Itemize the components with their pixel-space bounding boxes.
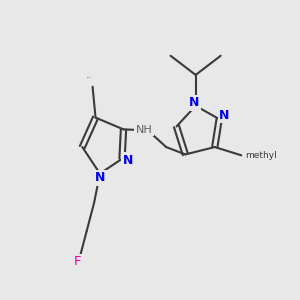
Text: methyl: methyl (245, 154, 250, 156)
Text: N: N (189, 96, 200, 110)
Text: N: N (123, 154, 133, 167)
Text: F: F (74, 255, 82, 268)
Text: N: N (219, 109, 230, 122)
Text: N: N (95, 172, 105, 184)
Text: NH: NH (136, 125, 152, 135)
Text: methyl: methyl (87, 76, 92, 78)
Text: methyl: methyl (245, 151, 277, 160)
